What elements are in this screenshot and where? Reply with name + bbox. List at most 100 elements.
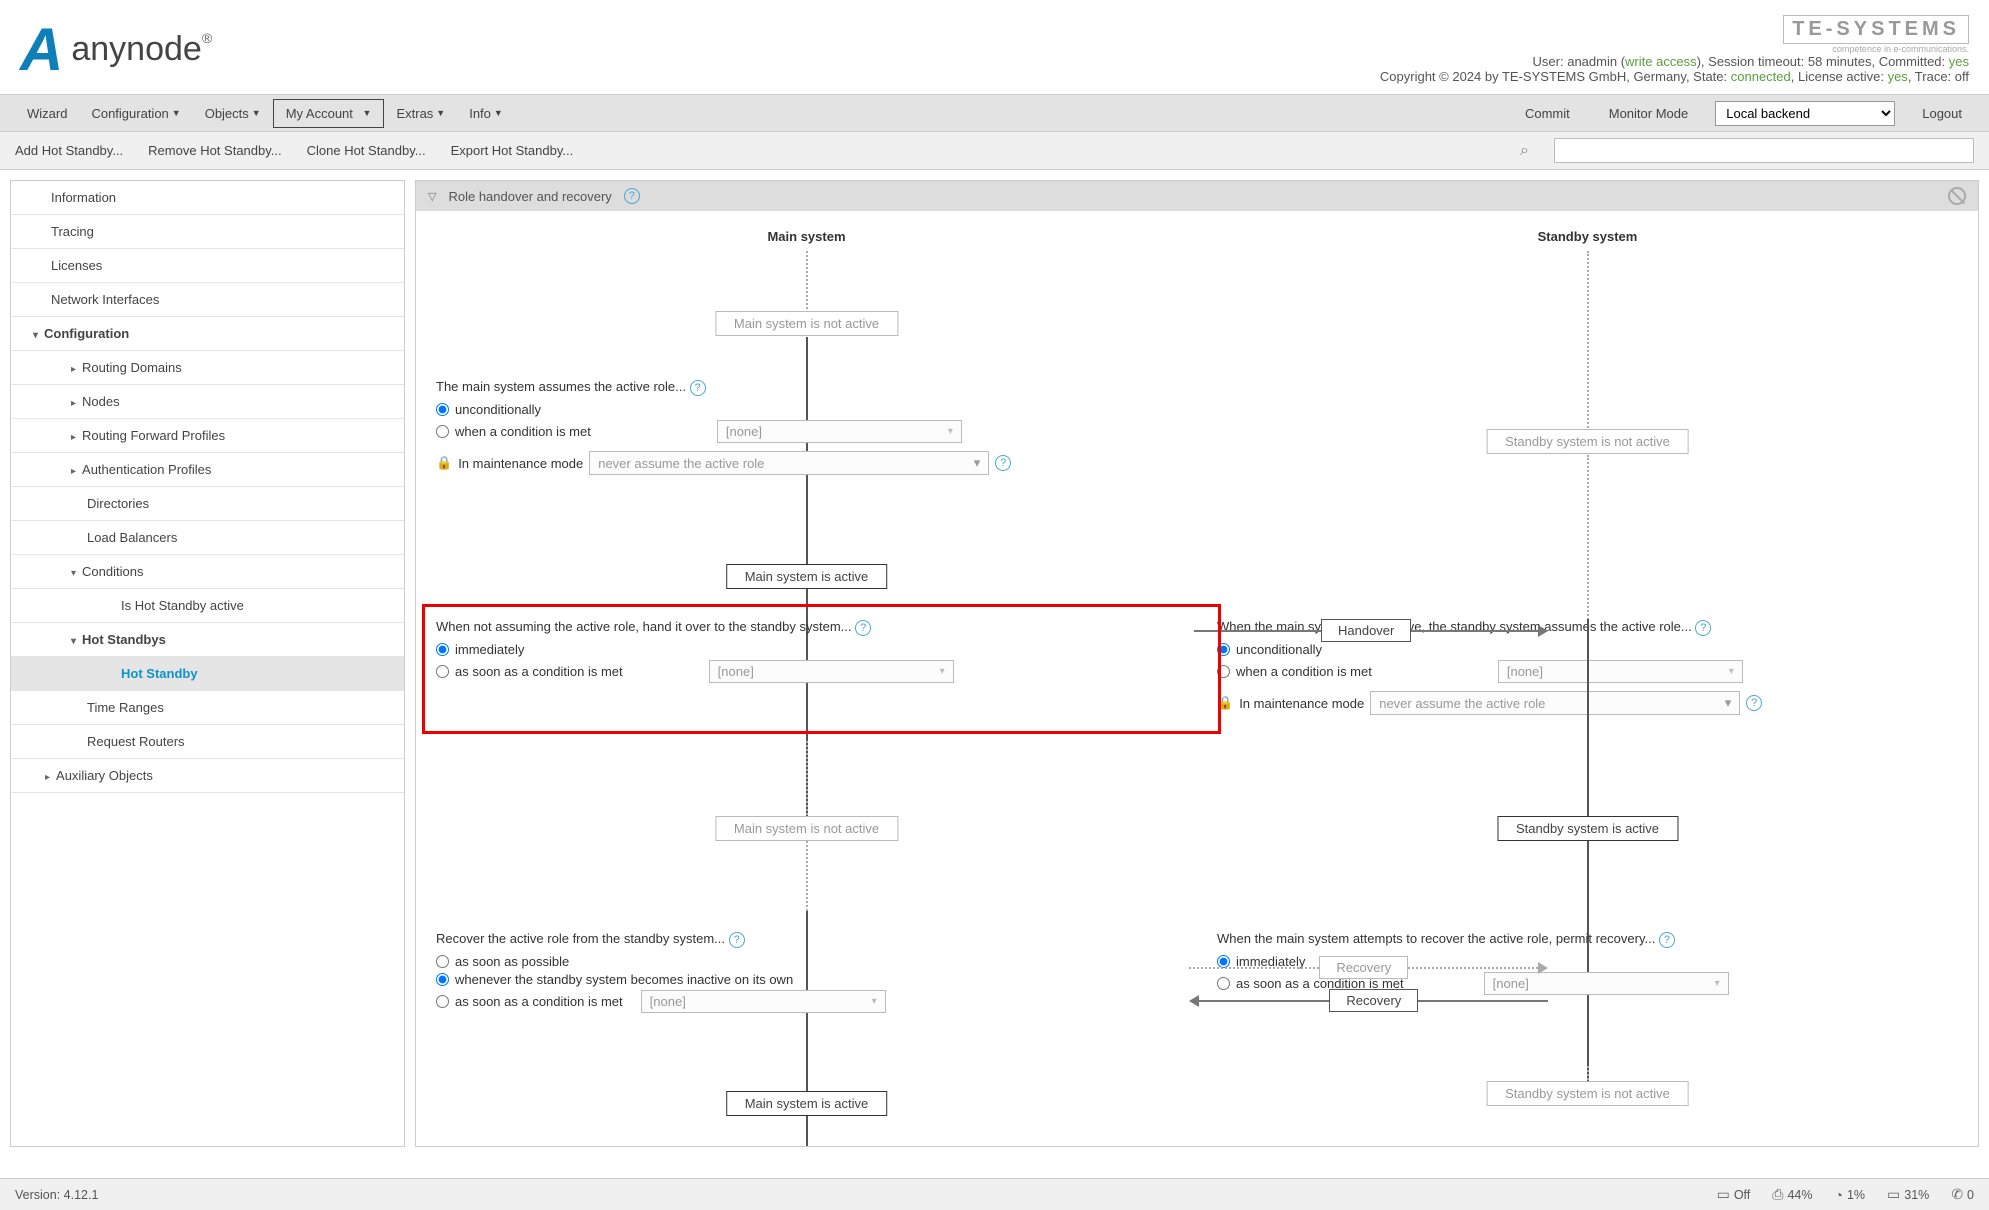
radio-standby-unconditionally[interactable] (1217, 643, 1230, 656)
sidebar-item-information[interactable]: Information (11, 181, 404, 215)
lock-icon: 🔒 (436, 455, 452, 471)
help-icon[interactable]: ? (624, 188, 640, 204)
connector-recovery-dotted: Recovery (1189, 956, 1548, 979)
help-icon[interactable]: ? (1659, 932, 1675, 948)
sidebar-item-load-balancers[interactable]: Load Balancers (11, 521, 404, 555)
sidebar-item-nodes[interactable]: Nodes (11, 385, 404, 419)
help-icon[interactable]: ? (855, 620, 871, 636)
main-condition-select[interactable]: [none]▾ (717, 420, 962, 443)
action-clone-hot-standby[interactable]: Clone Hot Standby... (307, 143, 426, 158)
caret-down-icon: ▼ (172, 108, 181, 118)
section-title: Role handover and recovery (448, 189, 611, 204)
sidebar-item-licenses[interactable]: Licenses (11, 249, 404, 283)
sidebar-item-is-hot-standby-active[interactable]: Is Hot Standby active (11, 589, 404, 623)
logo: A anynode® (20, 15, 212, 84)
help-icon[interactable]: ? (995, 455, 1011, 471)
header: A anynode® TE-SYSTEMS competence in e-co… (0, 0, 1989, 94)
calls-icon: ✆ (1951, 1186, 1963, 1203)
menu-my-account[interactable]: My Account ▼ (273, 99, 385, 128)
sidebar-item-network-interfaces[interactable]: Network Interfaces (11, 283, 404, 317)
sidebar-item-routing-domains[interactable]: Routing Domains (11, 351, 404, 385)
search-icon[interactable]: ⌕ (1520, 142, 1529, 160)
action-remove-hot-standby[interactable]: Remove Hot Standby... (148, 143, 281, 158)
menu-logout[interactable]: Logout (1910, 100, 1974, 127)
sidebar-item-authentication-profiles[interactable]: Authentication Profiles (11, 453, 404, 487)
statusbar: Version: 4.12.1 ▭Off ⎙44% ◔1% ▭31% ✆0 (0, 1178, 1989, 1210)
state-main-active: Main system is active (726, 564, 888, 589)
main-handover-block: When not assuming the active role, hand … (436, 619, 1177, 686)
standby-maintenance-select[interactable]: never assume the active role▾ (1370, 691, 1740, 715)
radio-recover-whenever[interactable] (436, 973, 449, 986)
radio-main-when-condition[interactable] (436, 425, 449, 438)
state-main-active-2: Main system is active (726, 1091, 888, 1116)
handover-condition-select[interactable]: [none]▾ (709, 660, 954, 683)
radio-standby-when-condition[interactable] (1217, 665, 1230, 678)
action-add-hot-standby[interactable]: Add Hot Standby... (15, 143, 123, 158)
recover-condition-select[interactable]: [none]▾ (641, 990, 886, 1013)
sidebar-item-tracing[interactable]: Tracing (11, 215, 404, 249)
connector-handover-label: Handover (1321, 619, 1411, 642)
menubar: Wizard Configuration▼ Objects▼ My Accoun… (0, 94, 1989, 132)
sidebar-item-auxiliary-objects[interactable]: Auxiliary Objects (11, 759, 404, 793)
help-icon[interactable]: ? (1695, 620, 1711, 636)
caret-down-icon: ▼ (494, 108, 503, 118)
radio-main-unconditionally[interactable] (436, 403, 449, 416)
radio-recover-asap[interactable] (436, 955, 449, 968)
header-right: TE-SYSTEMS competence in e-communication… (1380, 15, 1969, 84)
radio-handover-condition[interactable] (436, 665, 449, 678)
connector-recovery-label-gray: Recovery (1319, 956, 1408, 979)
help-icon[interactable]: ? (690, 380, 706, 396)
help-icon[interactable]: ? (729, 932, 745, 948)
main-column-title: Main system (436, 221, 1177, 250)
main-recover-block: Recover the active role from the standby… (436, 931, 1177, 1016)
actionbar: Add Hot Standby... Remove Hot Standby...… (0, 132, 1989, 170)
lock-icon: 🔒 (1217, 695, 1233, 711)
menu-info[interactable]: Info▼ (457, 100, 515, 127)
logo-mark-icon: A (20, 15, 63, 84)
menu-commit[interactable]: Commit (1513, 100, 1582, 127)
sidebar-item-hot-standby[interactable]: Hot Standby (11, 657, 404, 691)
state-main-not-active-2: Main system is not active (715, 816, 898, 841)
action-export-hot-standby[interactable]: Export Hot Standby... (451, 143, 574, 158)
sidebar-item-directories[interactable]: Directories (11, 487, 404, 521)
diagram: Main system Main system is not active Th… (416, 211, 1978, 1111)
caret-down-icon: ▼ (363, 108, 372, 118)
caret-down-icon: ▼ (436, 108, 445, 118)
standby-column-title: Standby system (1217, 221, 1958, 250)
help-icon[interactable]: ? (1746, 695, 1762, 711)
sidebar-item-routing-forward-profiles[interactable]: Routing Forward Profiles (11, 419, 404, 453)
main-system-column: Main system Main system is not active Th… (416, 211, 1197, 1111)
state-standby-not-active-2: Standby system is not active (1486, 1081, 1689, 1106)
menu-extras[interactable]: Extras▼ (384, 100, 457, 127)
sidebar-item-configuration[interactable]: Configuration (11, 317, 404, 351)
connector-recovery-label: Recovery (1329, 989, 1418, 1012)
state-main-not-active: Main system is not active (715, 311, 898, 336)
disable-icon[interactable] (1948, 187, 1966, 205)
sidebar-item-conditions[interactable]: Conditions (11, 555, 404, 589)
connector-recovery-solid: Recovery (1189, 989, 1548, 1012)
search-input[interactable] (1554, 138, 1974, 163)
collapse-icon[interactable]: ▽ (428, 190, 436, 203)
state-standby-not-active: Standby system is not active (1486, 429, 1689, 454)
status-0: ✆0 (1951, 1186, 1974, 1203)
sidebar-item-hot-standbys[interactable]: Hot Standbys (11, 623, 404, 657)
caret-down-icon: ▼ (252, 108, 261, 118)
sidebar-item-time-ranges[interactable]: Time Ranges (11, 691, 404, 725)
sidebar-item-request-routers[interactable]: Request Routers (11, 725, 404, 759)
main-assume-block: The main system assumes the active role.… (436, 379, 1177, 475)
menu-wizard[interactable]: Wizard (15, 100, 79, 127)
version-label: Version: 4.12.1 (15, 1188, 98, 1202)
memory-icon: ▭ (1887, 1186, 1900, 1203)
radio-recover-condition[interactable] (436, 995, 449, 1008)
copyright-line: Copyright © 2024 by TE-SYSTEMS GmbH, Ger… (1380, 69, 1969, 84)
main-maintenance-select[interactable]: never assume the active role▾ (589, 451, 989, 475)
standby-condition-select[interactable]: [none]▾ (1498, 660, 1743, 683)
menu-monitor-mode[interactable]: Monitor Mode (1597, 100, 1700, 127)
menu-configuration[interactable]: Configuration▼ (79, 100, 192, 127)
backend-select[interactable]: Local backend (1715, 101, 1895, 126)
disk-icon: ◔ (1835, 1187, 1843, 1203)
sidebar: Information Tracing Licenses Network Int… (10, 180, 405, 1147)
radio-handover-immediately[interactable] (436, 643, 449, 656)
logo-text: anynode® (71, 30, 212, 69)
menu-objects[interactable]: Objects▼ (193, 100, 273, 127)
